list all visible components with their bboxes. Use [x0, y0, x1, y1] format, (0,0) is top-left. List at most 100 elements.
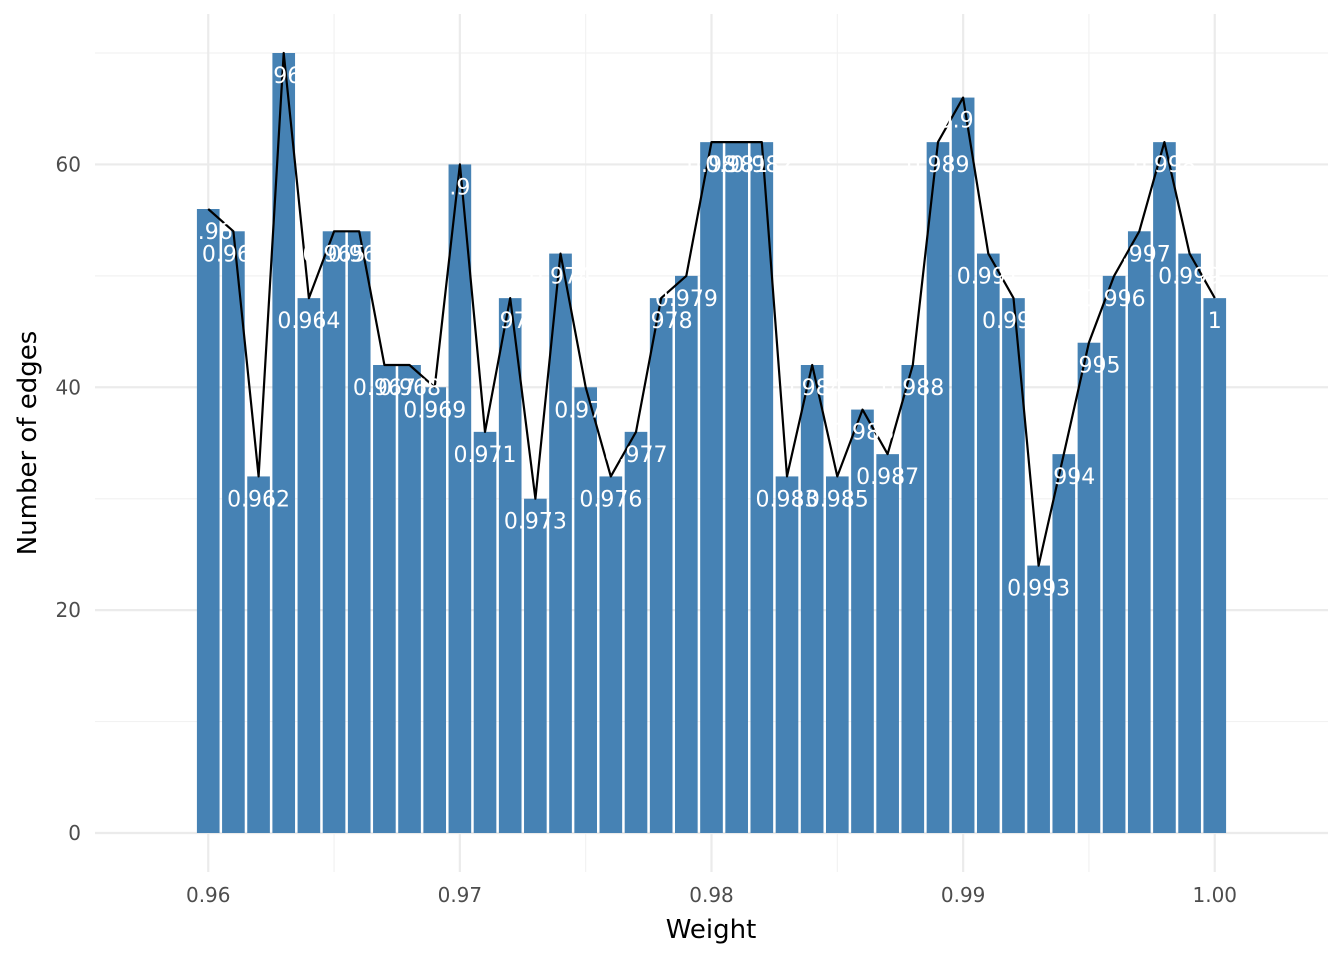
y-tick-label: 40 — [56, 375, 81, 399]
bar — [675, 275, 698, 833]
bar-label: 0.989 — [906, 153, 969, 178]
bar-label: 0.978 — [630, 309, 693, 334]
trend-line — [207, 51, 1216, 567]
bar — [222, 231, 245, 834]
bar — [1077, 342, 1101, 833]
bar-label: 0.994 — [1032, 465, 1095, 490]
bar-label: 0.985 — [806, 487, 869, 512]
bar-label: 0.969 — [403, 398, 466, 423]
bar-label: 0.999 — [1158, 265, 1221, 290]
bar — [951, 97, 975, 834]
bars — [196, 53, 1227, 834]
bar-label: 0.98 — [687, 153, 736, 178]
bar-label: 0.965 — [303, 242, 366, 267]
bar-label: 0.979 — [655, 287, 718, 312]
bar — [1052, 454, 1076, 833]
bar — [976, 253, 1000, 834]
bar — [498, 298, 522, 834]
bar-label: 0.966 — [328, 242, 391, 267]
bar-label: 0.964 — [277, 309, 340, 334]
bar — [347, 231, 371, 834]
bar-label: 0.997 — [1108, 242, 1171, 267]
bar-label: 0.982 — [730, 153, 793, 178]
bar — [247, 476, 270, 833]
bar — [725, 142, 748, 834]
bar-label: 0.99 — [939, 109, 988, 134]
bar-label: 0.974 — [529, 265, 592, 290]
bar — [750, 142, 774, 834]
x-tick-label: 1.00 — [1192, 883, 1237, 907]
y-tick-label: 60 — [56, 152, 81, 176]
bar-label: 0.977 — [605, 443, 668, 468]
bar — [1153, 142, 1176, 834]
bar-label: 0.962 — [227, 487, 290, 512]
bar-label: 0.976 — [579, 487, 642, 512]
bar — [825, 476, 849, 833]
x-tick-label: 0.97 — [438, 883, 483, 907]
y-axis-title: Number of edges — [13, 331, 43, 556]
bar — [1127, 231, 1151, 834]
bar-label: 0.97 — [435, 175, 484, 200]
bar-label: 0.968 — [378, 376, 441, 401]
bar — [1027, 565, 1050, 833]
bar-label: 0.963 — [252, 64, 315, 89]
bar — [398, 365, 421, 833]
bar-labels: 0.960.9610.9620.9630.9640.9650.9660.9670… — [184, 64, 1222, 602]
x-axis-title: Weight — [666, 915, 757, 945]
bar — [800, 365, 824, 833]
bar-label: 0.992 — [982, 309, 1045, 334]
bar — [599, 476, 623, 833]
bar — [1002, 298, 1025, 834]
bar-label: 0.961 — [202, 242, 265, 267]
bar — [297, 298, 321, 834]
bar-label: 0.988 — [881, 376, 944, 401]
bar — [775, 476, 799, 833]
bar-label: 0.996 — [1083, 287, 1146, 312]
bar — [649, 298, 673, 834]
bar-label: 1 — [1208, 309, 1222, 334]
bar-label: 0.973 — [504, 510, 567, 535]
bar-label: 0.998 — [1133, 153, 1196, 178]
bar — [448, 164, 472, 833]
bar — [851, 409, 874, 833]
bar — [1178, 253, 1201, 834]
bar — [272, 53, 296, 833]
bar — [322, 231, 346, 834]
bar-label: 0.972 — [479, 309, 542, 334]
x-tick-label: 0.99 — [941, 883, 986, 907]
trend-line-layer — [207, 51, 1216, 567]
bar — [549, 253, 572, 834]
bar — [926, 142, 950, 834]
bar-label: 0.983 — [755, 487, 818, 512]
bar — [423, 387, 447, 833]
bar-label: 0.993 — [1007, 577, 1070, 602]
bar — [876, 454, 899, 833]
bar — [1203, 298, 1227, 834]
bar-label: 0.96 — [184, 220, 233, 245]
bar — [473, 431, 497, 833]
x-axis-ticks: 0.96 0.97 0.98 0.99 1.00 — [186, 883, 1237, 907]
bar-label: 0.991 — [957, 265, 1020, 290]
bar-label: 0.981 — [705, 153, 768, 178]
bar — [524, 498, 547, 833]
bar — [624, 431, 648, 833]
y-tick-label: 0 — [68, 821, 81, 845]
y-tick-label: 20 — [56, 598, 81, 622]
y-axis-ticks: 0 20 40 60 — [56, 152, 81, 845]
bar — [700, 142, 723, 834]
bar-label: 0.984 — [781, 376, 844, 401]
x-tick-label: 0.96 — [186, 883, 231, 907]
bar-label: 0.995 — [1057, 354, 1120, 379]
bar — [196, 209, 220, 833]
bar-label: 0.971 — [454, 443, 517, 468]
bar — [901, 365, 925, 833]
bar-label: 0.975 — [554, 398, 617, 423]
bar-label: 0.986 — [831, 421, 894, 446]
x-tick-label: 0.98 — [689, 883, 734, 907]
bar — [373, 365, 396, 833]
bar-label: 0.987 — [856, 465, 919, 490]
bar — [1102, 275, 1126, 833]
bar — [574, 387, 598, 833]
bar-label: 0.967 — [353, 376, 416, 401]
